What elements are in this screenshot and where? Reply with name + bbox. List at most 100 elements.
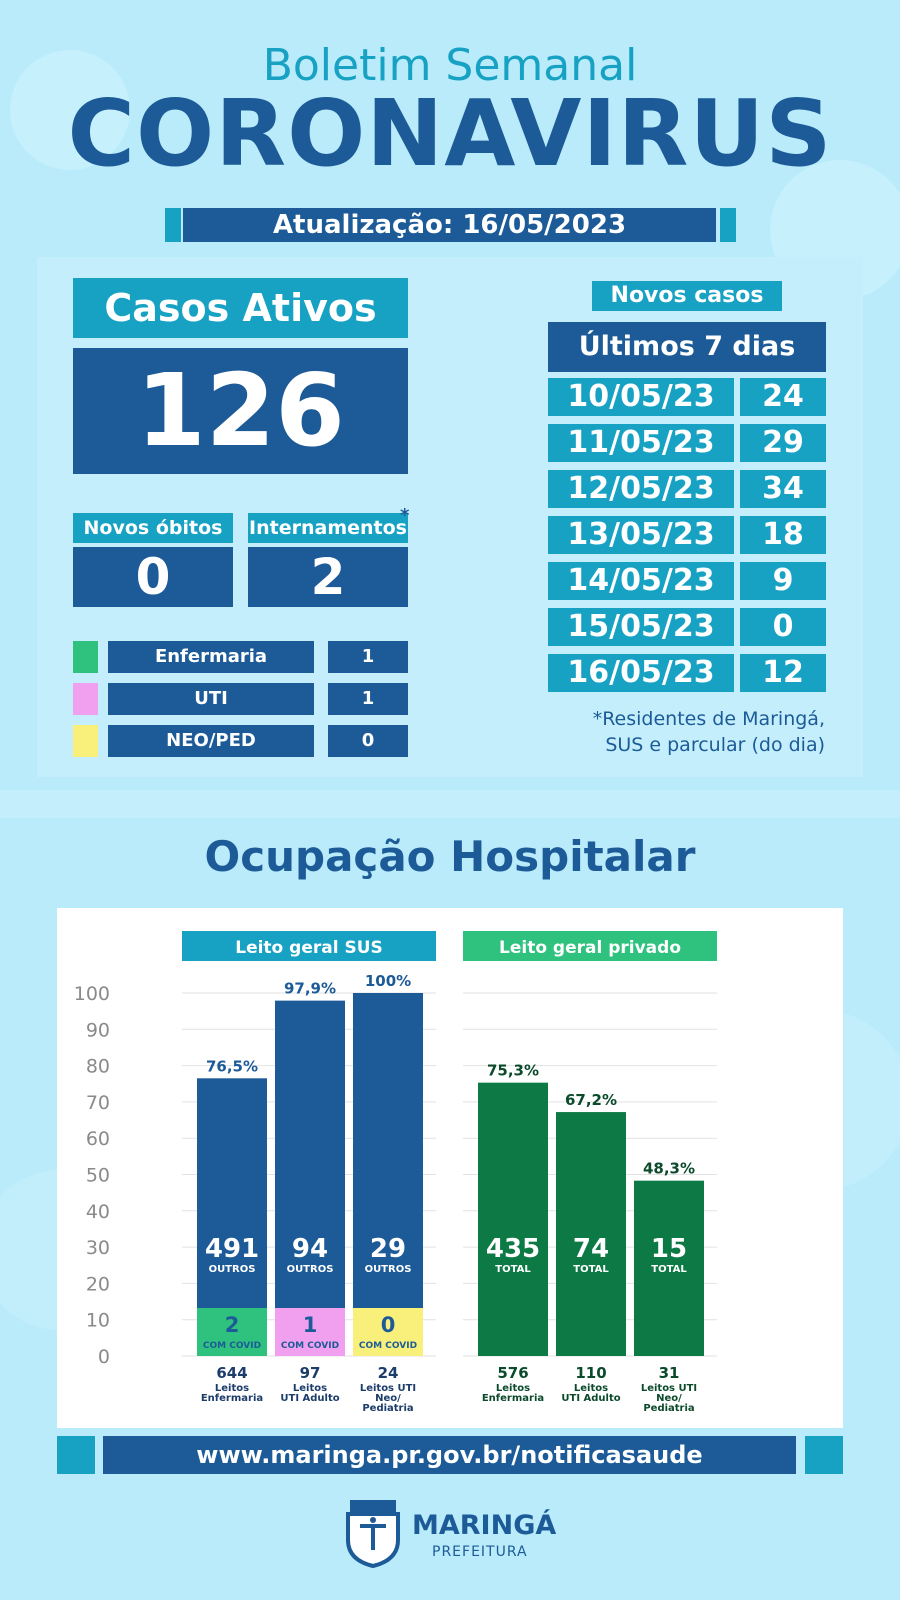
- category-name: Leitos UTI: [641, 1383, 697, 1394]
- outros-value: 29: [370, 1234, 406, 1264]
- maringa-logo-text: MARINGÁ: [412, 1510, 557, 1541]
- category-name: Leitos: [496, 1383, 530, 1394]
- category-name: Leitos: [574, 1383, 608, 1394]
- novos-casos-value: 0: [740, 608, 826, 646]
- footnote-line-2: SUS e parcular (do dia): [605, 734, 825, 756]
- total-value: 74: [573, 1234, 609, 1264]
- url-bar-cap-right: [805, 1436, 843, 1474]
- category-name: Leitos: [215, 1383, 249, 1394]
- bar-value-label: 97,9%: [284, 980, 336, 998]
- neo-ped-color-swatch: [73, 725, 98, 757]
- y-tick-label: 10: [86, 1310, 110, 1332]
- novos-casos-value: 29: [740, 424, 826, 462]
- novos-casos-value: 9: [740, 562, 826, 600]
- total-label: TOTAL: [651, 1264, 687, 1275]
- com-covid-segment: [353, 1308, 423, 1356]
- chart-panel: [57, 908, 843, 1428]
- novos-casos-date: 15/05/23: [548, 608, 734, 646]
- category-name: Leitos UTI: [360, 1383, 416, 1394]
- bar: [353, 993, 423, 1356]
- update-bar-cap-left: [165, 208, 181, 242]
- chart-title: Leito geral SUS: [235, 938, 383, 958]
- category-name: Neo/: [375, 1393, 401, 1404]
- bar: [478, 1082, 548, 1356]
- bar-value-label: 67,2%: [565, 1091, 617, 1109]
- category-name: Leitos: [293, 1383, 327, 1394]
- chart-header-bg: [463, 931, 717, 961]
- novos-obitos-value: 0: [73, 547, 233, 607]
- novos-casos-date: 10/05/23: [548, 378, 734, 416]
- chart-header-bg: [182, 931, 436, 961]
- bar-value-label: 48,3%: [643, 1160, 695, 1178]
- url-bar-cap-left: [57, 1436, 95, 1474]
- uti-value: 1: [328, 683, 408, 715]
- total-value: 15: [651, 1234, 687, 1264]
- bar: [275, 1000, 345, 1356]
- novos-casos-value: 12: [740, 654, 826, 692]
- enfermaria-label: Enfermaria: [108, 641, 314, 673]
- category-name: UTI Adulto: [561, 1393, 620, 1404]
- total-value: 435: [486, 1234, 540, 1264]
- com-covid-segment: [275, 1308, 345, 1356]
- novos-casos-date: 11/05/23: [548, 424, 734, 462]
- bar: [634, 1180, 704, 1356]
- update-date-bar: Atualização: 16/05/2023: [183, 208, 716, 242]
- neo-ped-value: 0: [328, 725, 408, 757]
- maringa-coat-of-arms-icon: [346, 1500, 400, 1568]
- novos-casos-date: 13/05/23: [548, 516, 734, 554]
- notifica-saude-url[interactable]: www.maringa.pr.gov.br/notificasaude: [103, 1436, 796, 1474]
- y-tick-label: 90: [86, 1019, 110, 1041]
- novos-casos-date: 16/05/23: [548, 654, 734, 692]
- chart-title: Leito geral privado: [499, 938, 681, 958]
- category-name: Pediatria: [362, 1403, 413, 1414]
- y-tick-label: 100: [74, 983, 110, 1005]
- outros-value: 491: [205, 1234, 259, 1264]
- category-count: 644: [216, 1364, 247, 1382]
- internamentos-asterisk: *: [400, 505, 410, 526]
- novos-casos-date: 14/05/23: [548, 562, 734, 600]
- category-count: 110: [575, 1364, 606, 1382]
- com-covid-label: COM COVID: [281, 1341, 339, 1351]
- novos-casos-value: 18: [740, 516, 826, 554]
- com-covid-label: COM COVID: [203, 1341, 261, 1351]
- footnote-line-1: *Residentes de Maringá,: [592, 708, 825, 730]
- enfermaria-color-swatch: [73, 641, 98, 673]
- y-tick-label: 70: [86, 1092, 110, 1114]
- novos-casos-title: Novos casos: [592, 281, 782, 311]
- com-covid-value: 2: [225, 1313, 240, 1337]
- bulletin-title: CORONAVIRUS: [67, 80, 833, 187]
- total-label: TOTAL: [573, 1264, 609, 1275]
- prefeitura-logo-text: PREFEITURA: [432, 1544, 528, 1560]
- category-name: Enfermaria: [201, 1393, 263, 1404]
- category-count: 97: [300, 1364, 321, 1382]
- category-count: 24: [378, 1364, 399, 1382]
- update-bar-cap-right: [720, 208, 736, 242]
- internamentos-value: 2: [248, 547, 408, 607]
- y-tick-label: 80: [86, 1056, 110, 1078]
- outros-label: OUTROS: [209, 1264, 256, 1275]
- category-name: Pediatria: [643, 1403, 694, 1414]
- ocupacao-hospitalar-title: Ocupação Hospitalar: [204, 832, 696, 881]
- bar-value-label: 100%: [365, 972, 411, 990]
- internamentos-label: Internamentos: [248, 513, 408, 543]
- bar-value-label: 75,3%: [487, 1062, 539, 1080]
- casos-ativos-label: Casos Ativos: [73, 278, 408, 338]
- y-tick-label: 30: [86, 1237, 110, 1259]
- total-label: TOTAL: [495, 1264, 531, 1275]
- category-name: Neo/: [656, 1393, 682, 1404]
- category-name: Enfermaria: [482, 1393, 544, 1404]
- bar: [556, 1112, 626, 1356]
- novos-casos-date: 12/05/23: [548, 470, 734, 508]
- bar-value-label: 76,5%: [206, 1057, 258, 1075]
- ultimos-7-dias-header: Últimos 7 dias: [548, 322, 826, 372]
- novos-obitos-label: Novos óbitos: [73, 513, 233, 543]
- y-tick-label: 50: [86, 1165, 110, 1187]
- neo-ped-label: NEO/PED: [108, 725, 314, 757]
- com-covid-segment: [197, 1308, 267, 1356]
- uti-color-swatch: [73, 683, 98, 715]
- com-covid-value: 1: [303, 1313, 318, 1337]
- category-count: 31: [659, 1364, 680, 1382]
- y-tick-label: 60: [86, 1128, 110, 1150]
- novos-casos-value: 24: [740, 378, 826, 416]
- com-covid-value: 0: [381, 1313, 396, 1337]
